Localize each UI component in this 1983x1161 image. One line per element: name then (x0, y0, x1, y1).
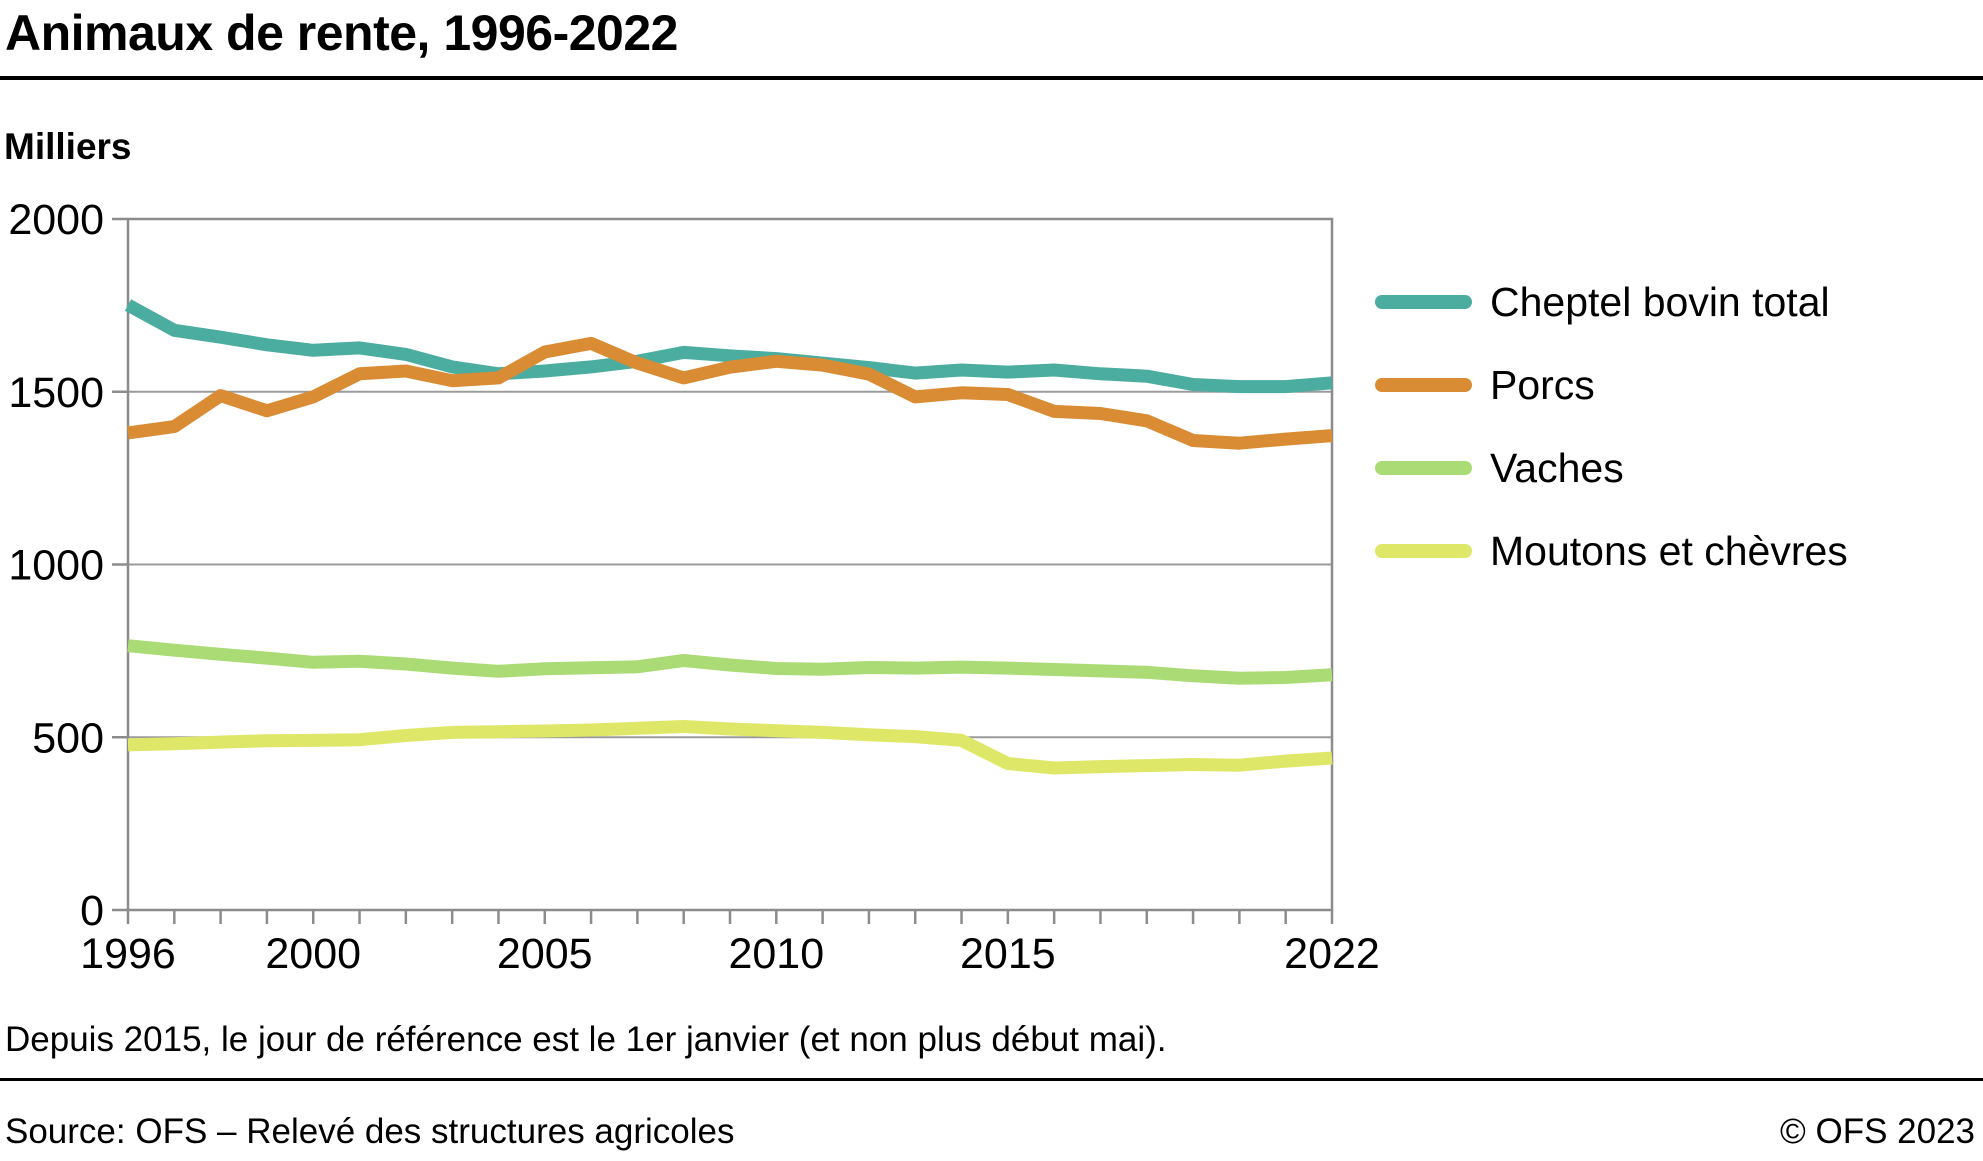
legend-label-3: Moutons et chèvres (1490, 527, 1848, 574)
line-chart: 0 500 1000 1500 2000 1996 2000 2005 2010 2015 2022 (8, 196, 1380, 978)
x-tick-label-2010: 2010 (728, 930, 824, 978)
x-tick-label-2005: 2005 (497, 930, 593, 978)
title-divider (0, 76, 1983, 80)
unit-label: Milliers (4, 126, 132, 167)
series-line-0 (124, 299, 1333, 394)
series-line-2 (127, 639, 1333, 685)
y-tick-label-1500: 1500 (8, 369, 104, 417)
x-tick-label-2022: 2022 (1284, 930, 1380, 978)
legend-label-2: Vaches (1490, 444, 1624, 491)
legend-label-0: Cheptel bovin total (1490, 278, 1830, 325)
x-tick-label-1996: 1996 (80, 930, 176, 978)
source-text: Source: OFS – Relevé des structures agri… (5, 1112, 735, 1151)
legend-swatch-1 (1375, 378, 1472, 392)
y-tick-label-1000: 1000 (8, 542, 104, 590)
legend-label-1: Porcs (1490, 361, 1595, 408)
page-title: Animaux de rente, 1996-2022 (5, 5, 678, 61)
x-tick-label-2000: 2000 (265, 930, 361, 978)
x-tick-label-2015: 2015 (960, 930, 1056, 978)
chart-legend: Cheptel bovin total Porcs Vaches Moutons et… (1375, 276, 1848, 608)
footnote: Depuis 2015, le jour de référence est le… (5, 1020, 1167, 1059)
y-tick-label-2000: 2000 (8, 196, 104, 244)
legend-swatch-2 (1375, 461, 1472, 475)
legend-item-2: Vaches (1375, 442, 1848, 494)
y-tick-label-0: 0 (80, 887, 104, 935)
legend-swatch-0 (1375, 295, 1472, 309)
copyright-text: © OFS 2023 (1779, 1112, 1975, 1151)
legend-item-1: Porcs (1375, 359, 1848, 411)
legend-item-0: Cheptel bovin total (1375, 276, 1848, 328)
footer-divider (0, 1078, 1983, 1081)
series-line-3 (127, 720, 1333, 775)
legend-swatch-3 (1375, 544, 1472, 558)
series-line-1 (127, 336, 1333, 450)
legend-item-3: Moutons et chèvres (1375, 525, 1848, 577)
y-tick-label-500: 500 (32, 714, 104, 762)
